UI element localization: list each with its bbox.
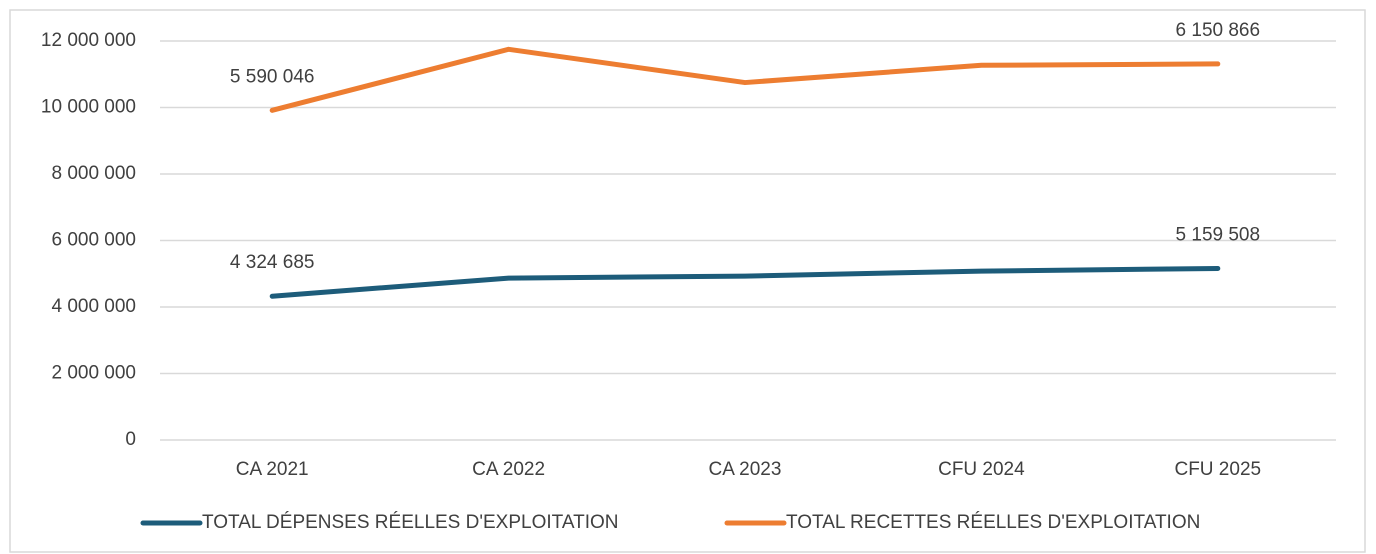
y-tick-label: 8 000 000 xyxy=(51,163,136,184)
y-tick-label: 0 xyxy=(125,429,136,450)
y-tick-label: 12 000 000 xyxy=(41,30,136,51)
legend-label: TOTAL DÉPENSES RÉELLES D'EXPLOITATION xyxy=(202,512,618,533)
legend-label: TOTAL RECETTES RÉELLES D'EXPLOITATION xyxy=(786,512,1200,533)
y-tick-label: 6 000 000 xyxy=(51,230,136,251)
x-tick-label: CA 2022 xyxy=(472,459,545,480)
chart-border xyxy=(9,9,1366,553)
x-tick-label: CFU 2025 xyxy=(1174,459,1261,480)
data-label: 5 159 508 xyxy=(1176,224,1261,245)
y-tick-label: 10 000 000 xyxy=(41,97,136,118)
series-line xyxy=(269,46,1221,113)
data-label: 5 590 046 xyxy=(230,66,315,87)
data-label: 4 324 685 xyxy=(230,252,315,273)
series-line xyxy=(269,265,1221,299)
y-tick-label: 2 000 000 xyxy=(51,363,136,384)
x-tick-label: CA 2021 xyxy=(236,459,309,480)
data-label: 6 150 866 xyxy=(1176,20,1261,41)
y-tick-label: 4 000 000 xyxy=(51,296,136,317)
x-tick-label: CFU 2024 xyxy=(938,459,1025,480)
x-tick-label: CA 2023 xyxy=(709,459,782,480)
